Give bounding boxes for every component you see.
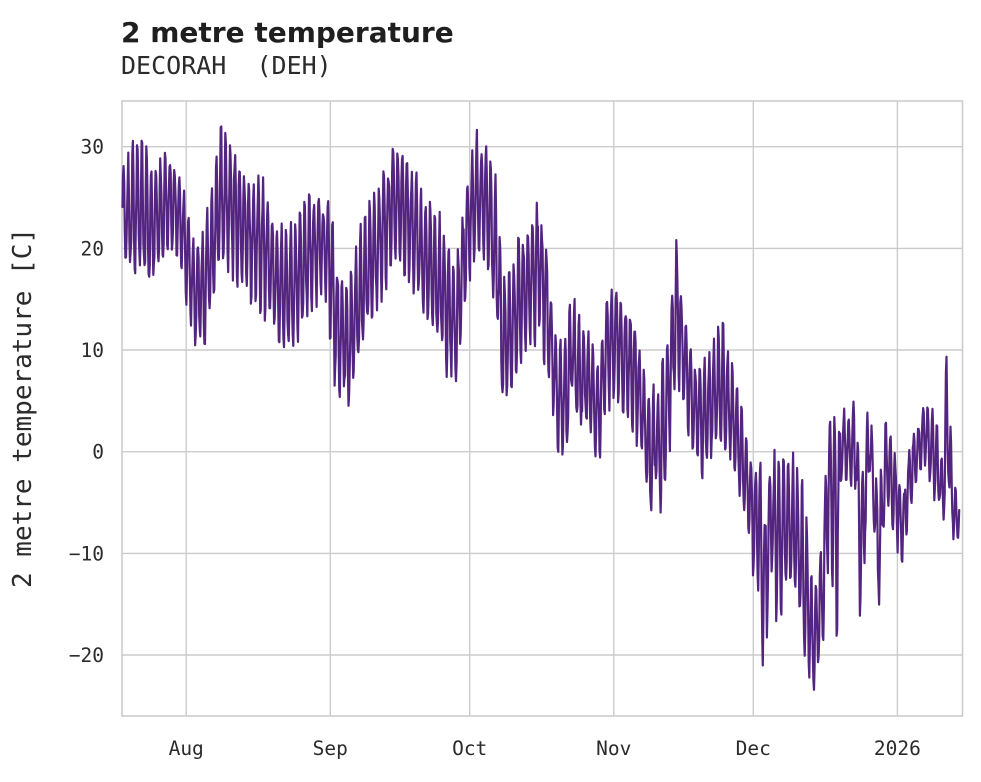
y-tick-label: 20 [81,237,104,260]
x-tick-label: Nov [596,737,631,760]
x-tick-label: Dec [736,737,771,760]
plot-frame [121,100,964,717]
y-tick-label: 30 [81,136,104,159]
y-tick-label: 10 [81,339,104,362]
y-tick-label: −10 [69,542,104,565]
x-tick-label: Aug [169,737,204,760]
temperature-line [121,125,961,691]
x-tick-label: Sep [313,737,348,760]
y-tick-label: 0 [92,441,104,464]
chart-subtitle: DECORAH (DEH) [121,51,332,80]
chart-title: 2 metre temperature [121,16,454,49]
x-tick-label: Oct [452,737,487,760]
y-axis-label: 2 metre temperature [C] [8,228,38,588]
x-tick-label: 2026 [874,737,921,760]
y-tick-label: −20 [69,644,104,667]
